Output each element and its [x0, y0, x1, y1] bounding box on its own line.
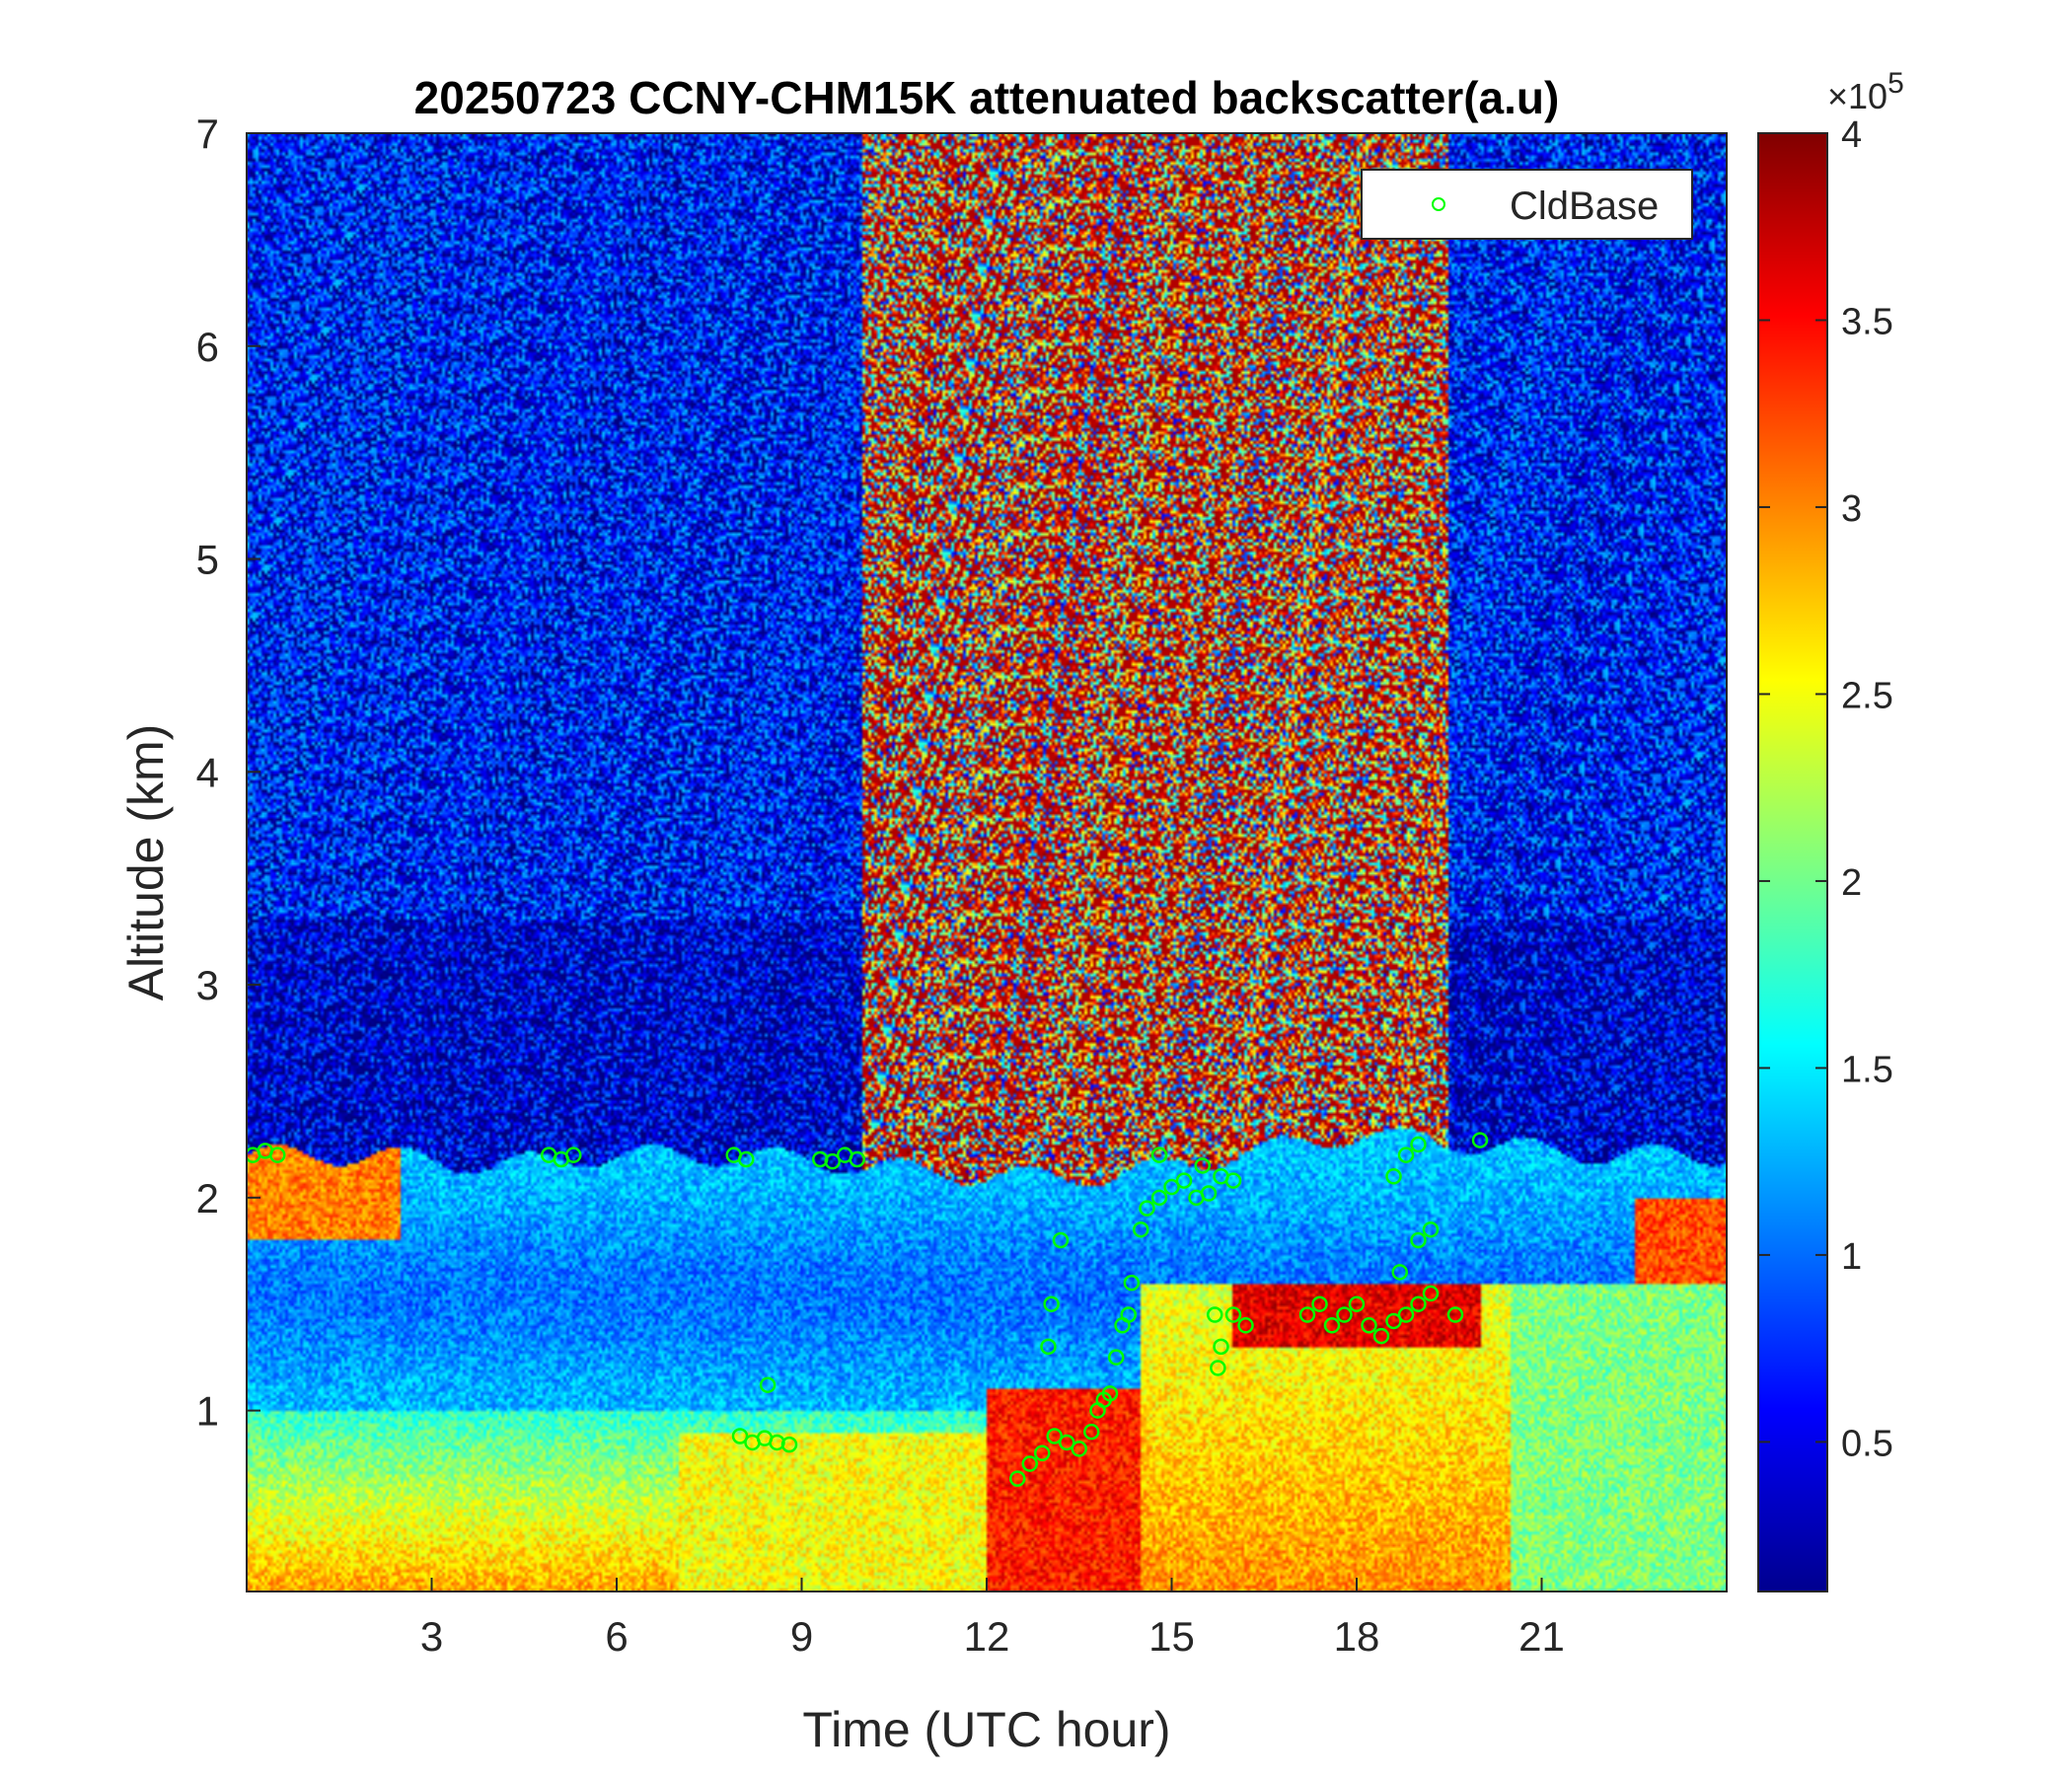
cloud-base-point [1071, 1441, 1087, 1457]
cloud-base-point [1323, 1317, 1341, 1334]
cloud-base-point [1200, 1185, 1218, 1202]
cloud-base-point [1150, 1189, 1168, 1207]
y-tick-label: 7 [196, 111, 219, 157]
cloud-base-point [1348, 1295, 1366, 1312]
cloud-base-point [1372, 1327, 1390, 1345]
plot-area [247, 133, 1727, 1591]
cloud-base-point [1034, 1444, 1051, 1462]
cloud-base-point [1175, 1172, 1193, 1189]
cloud-base-point [1046, 1428, 1063, 1444]
chart-title: 20250723 CCNY-CHM15K attenuated backscat… [414, 72, 1560, 123]
cloud-base-point [1139, 1200, 1155, 1217]
cloud-base-point [1009, 1470, 1026, 1487]
cloud-base-point [780, 1436, 798, 1453]
x-tick-label: 12 [964, 1613, 1010, 1660]
legend-entry-cldbase: CldBase [1510, 185, 1659, 228]
cloud-base-point [824, 1152, 841, 1170]
cloud-base-point [1224, 1306, 1242, 1323]
legend-marker-icon [1432, 197, 1445, 211]
cloud-base-point [1410, 1136, 1427, 1153]
cloud-base-point [1410, 1295, 1427, 1312]
cloud-base-point [1123, 1274, 1141, 1292]
cloud-base-point [1422, 1221, 1440, 1238]
legend: CldBase [1361, 169, 1693, 240]
cloud-base-point [738, 1150, 755, 1168]
x-tick-label: 3 [420, 1613, 443, 1660]
cloud-base-point [1059, 1434, 1075, 1451]
cloud-base-point [1237, 1317, 1254, 1334]
x-tick-label: 15 [1148, 1613, 1195, 1660]
cloud-base-point [849, 1150, 865, 1168]
x-axis-label: Time (UTC hour) [802, 1702, 1170, 1757]
colorbar-tick-label: 1.5 [1841, 1049, 1893, 1090]
cloud-base-point [1471, 1132, 1489, 1148]
y-tick-label: 6 [196, 324, 219, 370]
cloud-base-point [1410, 1231, 1427, 1249]
cloud-base-point [1150, 1147, 1168, 1163]
colorbar-tick-label: 1 [1841, 1236, 1862, 1278]
y-tick-label: 5 [196, 537, 219, 583]
cloud-base-point [1207, 1306, 1223, 1323]
cloud-base-point [1385, 1168, 1402, 1185]
colorbar-ticks: 0.5 1 1.5 2 2.5 3 3.5 4 [1758, 114, 1893, 1464]
y-axis: 1 2 3 4 5 6 7 [196, 111, 260, 1435]
x-tick-label: 18 [1334, 1613, 1380, 1660]
cloud-base-point [1397, 1147, 1415, 1163]
cloud-base-point [1298, 1306, 1316, 1323]
colorbar-tick-label: 3 [1841, 488, 1862, 530]
cloud-base-point [269, 1147, 286, 1163]
legend-box [1361, 169, 1693, 240]
colorbar-exponent: ×105 [1827, 67, 1904, 116]
cloud-base-point [1040, 1338, 1057, 1356]
cloud-base-point [1083, 1423, 1100, 1441]
cloud-base-point [1133, 1221, 1149, 1238]
cloud-base-point [1361, 1317, 1377, 1334]
cloud-base-point [1052, 1231, 1070, 1249]
cloud-base-point [1385, 1312, 1402, 1330]
x-tick-label: 21 [1518, 1613, 1565, 1660]
cloud-base-point [1194, 1157, 1211, 1174]
cloud-base-point [1224, 1172, 1242, 1189]
x-axis: 3 6 9 12 15 18 21 [420, 1578, 1565, 1660]
y-tick-label: 3 [196, 962, 219, 1008]
cloud-base-point [1043, 1295, 1060, 1312]
colorbar-tick-label: 3.5 [1841, 301, 1893, 342]
y-tick-label: 2 [196, 1175, 219, 1221]
colorbar-scale [1757, 132, 1828, 1592]
cloud-base-point [1210, 1360, 1226, 1376]
x-tick-label: 6 [605, 1613, 628, 1660]
cloud-base-point [1446, 1306, 1464, 1323]
colorbar-tick-label: 2.5 [1841, 675, 1893, 716]
y-tick-label: 1 [196, 1388, 219, 1435]
cloud-base-point [1311, 1295, 1328, 1312]
colorbar-tick-label: 4 [1841, 114, 1862, 156]
cloud-base-series [247, 1132, 1489, 1487]
cloud-base-point [1108, 1349, 1125, 1366]
cloud-base-point [1101, 1385, 1119, 1402]
cloud-base-point [759, 1376, 777, 1393]
backscatter-heatmap [247, 133, 1727, 1591]
colorbar-tick-label: 0.5 [1841, 1423, 1893, 1464]
colorbar-tick-label: 2 [1841, 862, 1862, 904]
cloud-base-point [1422, 1285, 1440, 1302]
y-tick-label: 4 [196, 749, 219, 795]
cloud-base-point [1391, 1264, 1408, 1281]
cloud-base-point [1120, 1306, 1137, 1323]
x-tick-label: 9 [790, 1613, 813, 1660]
cloud-base-point [1021, 1455, 1038, 1472]
y-axis-label: Altitude (km) [118, 724, 174, 1001]
cloud-base-point [1163, 1178, 1180, 1196]
cloud-base-point [565, 1147, 582, 1163]
cloud-base-point [1213, 1338, 1229, 1356]
cloud-base-point [731, 1428, 749, 1444]
cloud-base-point [1397, 1306, 1415, 1323]
cloud-base-point [1336, 1306, 1353, 1323]
colorbar: 0.5 1 1.5 2 2.5 3 3.5 4 ×105 [1757, 67, 1904, 1592]
